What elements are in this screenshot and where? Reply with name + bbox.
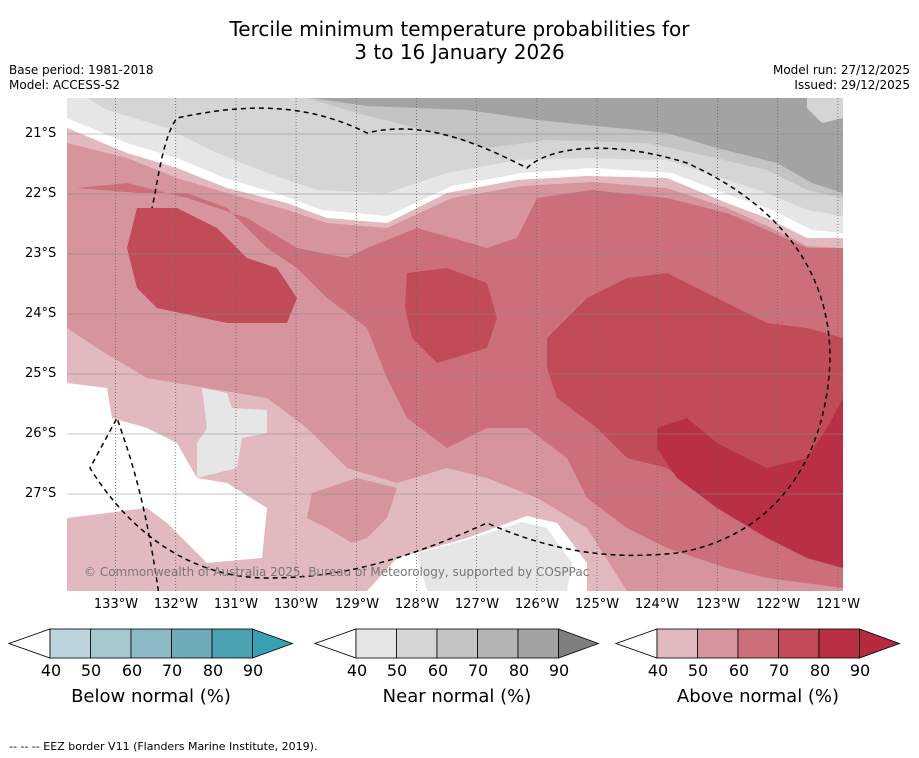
lat-label-24s: 24°S (25, 306, 57, 321)
cb0-tick-60: 60 (121, 661, 143, 680)
region-near-white-top (807, 98, 843, 123)
lon-label-123w: 123°W (695, 597, 741, 612)
region-above-70-center (405, 268, 497, 363)
lon-label-129w: 129°W (334, 597, 380, 612)
lon-label-125w: 125°W (574, 597, 620, 612)
colorbar-extend-low (314, 628, 357, 659)
lat-label-21s: 21°S (25, 126, 57, 141)
cb2-tick-40: 40 (647, 661, 669, 680)
colorbar-segment (90, 628, 132, 659)
colorbar-segment (737, 628, 779, 659)
colorbar-title-near: Near normal (%) (382, 686, 532, 707)
colorbar-segment (778, 628, 820, 659)
region-near-south (417, 522, 572, 591)
copyright-notice: © Commonwealth of Australia 2025, Bureau… (84, 565, 590, 579)
lon-label-133w: 133°W (93, 597, 139, 612)
colorbar-below-normal (8, 628, 294, 659)
lon-label-131w: 131°W (213, 597, 259, 612)
map-title: Tercile minimum temperature probabilitie… (0, 18, 919, 64)
lon-label-122w: 122°W (755, 597, 801, 612)
colorbar-title-above: Above normal (%) (676, 686, 840, 707)
region-white-west (67, 383, 267, 563)
cb0-tick-80: 80 (202, 661, 224, 680)
cb0-tick-50: 50 (80, 661, 102, 680)
lon-label-126w: 126°W (514, 597, 560, 612)
colorbar-segment (477, 628, 519, 659)
meta-left: Base period: 1981-2018 Model: ACCESS-S2 (9, 63, 154, 93)
colorbar-segment (818, 628, 860, 659)
meta-right: Model run: 27/12/2025 Issued: 29/12/2025 (773, 63, 910, 93)
cb1-tick-90: 90 (548, 661, 570, 680)
lat-label-27s: 27°S (25, 486, 57, 501)
colorbar-above-normal (615, 628, 901, 659)
cb1-tick-40: 40 (346, 661, 368, 680)
colorbar-extend-high (252, 628, 294, 659)
lon-label-128w: 128°W (394, 597, 440, 612)
cb0-tick-40: 40 (40, 661, 62, 680)
base-period: Base period: 1981-2018 (9, 63, 154, 77)
model-name: Model: ACCESS-S2 (9, 78, 121, 92)
cb0-tick-90: 90 (242, 661, 264, 680)
colorbar-extend-low (8, 628, 51, 659)
gridlines (67, 98, 843, 591)
eez-border (89, 107, 831, 591)
colorbar-segment (517, 628, 559, 659)
cb2-tick-60: 60 (728, 661, 750, 680)
colorbar-extend-high (859, 628, 901, 659)
cb1-tick-60: 60 (427, 661, 449, 680)
colorbar-near-normal (314, 628, 600, 659)
colorbar-segment (211, 628, 253, 659)
cb2-tick-70: 70 (768, 661, 790, 680)
colorbar-extend-high (558, 628, 600, 659)
colorbar-segment (49, 628, 91, 659)
colorbar-segment (436, 628, 478, 659)
lon-label-127w: 127°W (454, 597, 500, 612)
colorbar-segment (396, 628, 438, 659)
title-line-2: 3 to 16 January 2026 (354, 40, 565, 64)
lat-label-22s: 22°S (25, 186, 57, 201)
cb1-tick-80: 80 (508, 661, 530, 680)
lon-label-130w: 130°W (273, 597, 319, 612)
cb1-tick-70: 70 (467, 661, 489, 680)
model-run: Model run: 27/12/2025 (772, 63, 910, 77)
colorbar-extend-low (615, 628, 658, 659)
region-above-70 (127, 208, 297, 323)
cb0-tick-70: 70 (161, 661, 183, 680)
region-above-80 (657, 398, 843, 568)
lat-label-25s: 25°S (25, 366, 57, 381)
cb1-tick-50: 50 (386, 661, 408, 680)
lon-label-124w: 124°W (634, 597, 680, 612)
cb2-tick-80: 80 (809, 661, 831, 680)
probability-map (67, 98, 843, 591)
colorbar-title-below: Below normal (%) (71, 686, 231, 707)
colorbar-segment (130, 628, 172, 659)
lat-label-26s: 26°S (25, 426, 57, 441)
lat-label-23s: 23°S (25, 246, 57, 261)
colorbar-segment (171, 628, 213, 659)
colorbar-segment (656, 628, 698, 659)
issued-date: Issued: 29/12/2025 (794, 78, 910, 92)
colorbar-segment (697, 628, 739, 659)
eez-footnote: -- -- -- EEZ border V11 (Flanders Marine… (9, 740, 318, 753)
title-line-1: Tercile minimum temperature probabilitie… (229, 17, 690, 41)
region-near-80 (312, 98, 843, 193)
lon-label-132w: 132°W (153, 597, 199, 612)
lon-label-121w: 121°W (815, 597, 861, 612)
region-near-west (197, 388, 267, 478)
colorbar-segment (355, 628, 397, 659)
cb2-tick-50: 50 (687, 661, 709, 680)
cb2-tick-90: 90 (849, 661, 871, 680)
